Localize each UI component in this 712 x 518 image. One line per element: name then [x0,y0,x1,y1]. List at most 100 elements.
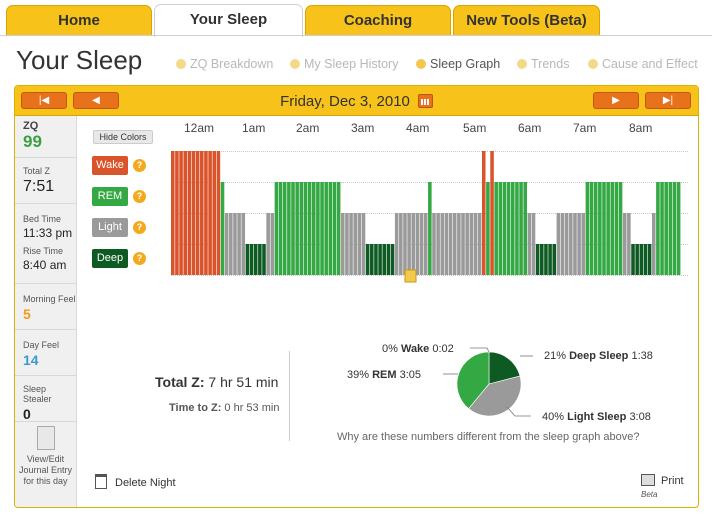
tab-home[interactable]: Home [6,5,152,35]
sleep-segment-wake [195,151,200,275]
sleep-segment-rem [291,182,295,275]
sleep-segment-light [399,213,403,275]
pie-label-name: Deep Sleep [569,350,629,362]
note-marker-icon[interactable] [404,269,417,283]
sleep-segment-wake [204,151,208,275]
pie-label-wake: 0% Wake 0:02 [382,343,454,355]
sleep-segment-rem [274,182,279,275]
sleep-segment-deep [548,244,552,275]
first-night-button[interactable]: |◀ [21,92,67,109]
calendar-icon[interactable] [417,94,433,108]
tab-coaching[interactable]: Coaching [305,5,451,35]
stat-label: Bed Time [23,214,62,224]
sleep-segment-rem [307,182,312,275]
sleep-segment-light [581,213,586,275]
hide-colors-button[interactable]: Hide Colors [93,130,153,144]
stat-value: 11:33 pm [23,226,73,240]
arrow-right-icon: ▶ [612,95,620,106]
sleep-segment-light [569,213,573,275]
bullet-icon [416,59,426,69]
stage-deep-label: Deep [92,249,128,268]
pie-label-time: 0:02 [432,343,454,355]
sleep-segment-rem [324,182,328,275]
page-title: Your Sleep [16,45,143,75]
sleep-segment-light [527,213,532,275]
stat-value: 14 [23,352,39,368]
skip-first-icon: |◀ [38,95,50,106]
bullet-icon [176,59,186,69]
subnav-zq-breakdown[interactable]: ZQ Breakdown [176,57,273,71]
sleep-segment-rem [303,182,308,275]
previous-night-button[interactable]: ◀ [73,92,119,109]
pie-label-percent: 40% [542,411,565,423]
arrow-left-icon: ◀ [92,95,100,106]
delete-night-button[interactable]: Delete Night [95,474,176,489]
total-z-summary: Total Z: 7 hr 51 min [155,374,278,390]
sleep-segment-rem [328,182,333,275]
sleep-segment-light [415,213,420,275]
stage-wake-label: Wake [92,156,128,175]
sleep-segment-deep [262,244,266,275]
sleep-segment-rem [610,182,615,275]
sleep-segment-light [357,213,362,275]
sleep-segment-rem [593,182,598,275]
help-icon[interactable]: ? [133,190,146,203]
sleep-segment-wake [216,151,221,275]
print-button[interactable]: Print [641,474,684,487]
sleep-segment-deep [382,244,387,275]
date-display: Friday, Dec 3, 2010 [15,93,698,110]
sleep-segment-light [477,213,482,275]
sleep-segment-rem [606,182,610,275]
help-icon[interactable]: ? [133,252,146,265]
sleep-segment-light [349,213,353,275]
pie-label-name: Light Sleep [567,411,627,423]
tab-your-sleep[interactable]: Your Sleep [154,4,303,37]
sleep-segment-rem [672,182,677,275]
sleep-segment-deep [253,244,258,275]
document-icon [36,426,55,450]
sleep-segment-deep [535,244,540,275]
sleep-segment-wake [212,151,217,275]
sleep-segment-rem [660,182,664,275]
sleep-segment-wake [191,151,196,275]
help-icon[interactable]: ? [133,221,146,234]
hour-label: 7am [573,121,597,135]
sleep-segment-rem [602,182,606,275]
date-navigation-bar: |◀ ◀ Friday, Dec 3, 2010 ▶ ▶| [15,86,698,116]
next-night-button[interactable]: ▶ [593,92,639,109]
total-z-label: Total Z: [155,374,205,390]
tab-new-tools[interactable]: New Tools (Beta) [453,5,600,35]
sleep-segment-light [473,213,478,275]
sleep-graph-card: |◀ ◀ Friday, Dec 3, 2010 ▶ ▶| ZQ 99 Tota… [14,85,699,508]
pie-label-time: 3:08 [629,411,651,423]
sleep-segment-deep [249,244,254,275]
beta-badge: Beta [641,490,658,499]
journal-entry-link[interactable]: View/Edit Journal Entry for this day [15,426,76,487]
pie-slice-light-sleep [468,375,522,417]
help-icon[interactable]: ? [133,159,146,172]
sleep-segment-rem [656,182,660,275]
subnav-sleep-graph[interactable]: Sleep Graph [416,57,500,71]
pie-label-percent: 21% [544,350,567,362]
sleep-segment-light [270,213,275,275]
sleep-segment-deep [639,244,644,275]
sleep-segment-light [241,213,246,275]
sleep-segment-rem [299,182,304,275]
sleep-segment-light [224,213,229,275]
sleep-segment-wake [183,151,187,275]
hour-label: 2am [296,121,320,135]
subnav-my-sleep-history[interactable]: My Sleep History [290,57,398,71]
subnav-trends[interactable]: Trends [517,57,569,71]
pie-leader-line [506,406,531,417]
pie-label-name: REM [372,369,397,381]
sleep-segment-deep [365,244,370,275]
why-different-link[interactable]: Why are these numbers different from the… [337,431,640,443]
sleep-segment-wake [481,151,486,275]
sleep-segment-rem [589,182,594,275]
stage-rem-label: REM [92,187,128,206]
subnav-cause-and-effect[interactable]: Cause and Effect [588,57,698,71]
last-night-button[interactable]: ▶| [645,92,691,109]
sleep-segment-rem [502,182,507,275]
sleep-segment-light [407,213,411,275]
sleep-segment-light [573,213,577,275]
